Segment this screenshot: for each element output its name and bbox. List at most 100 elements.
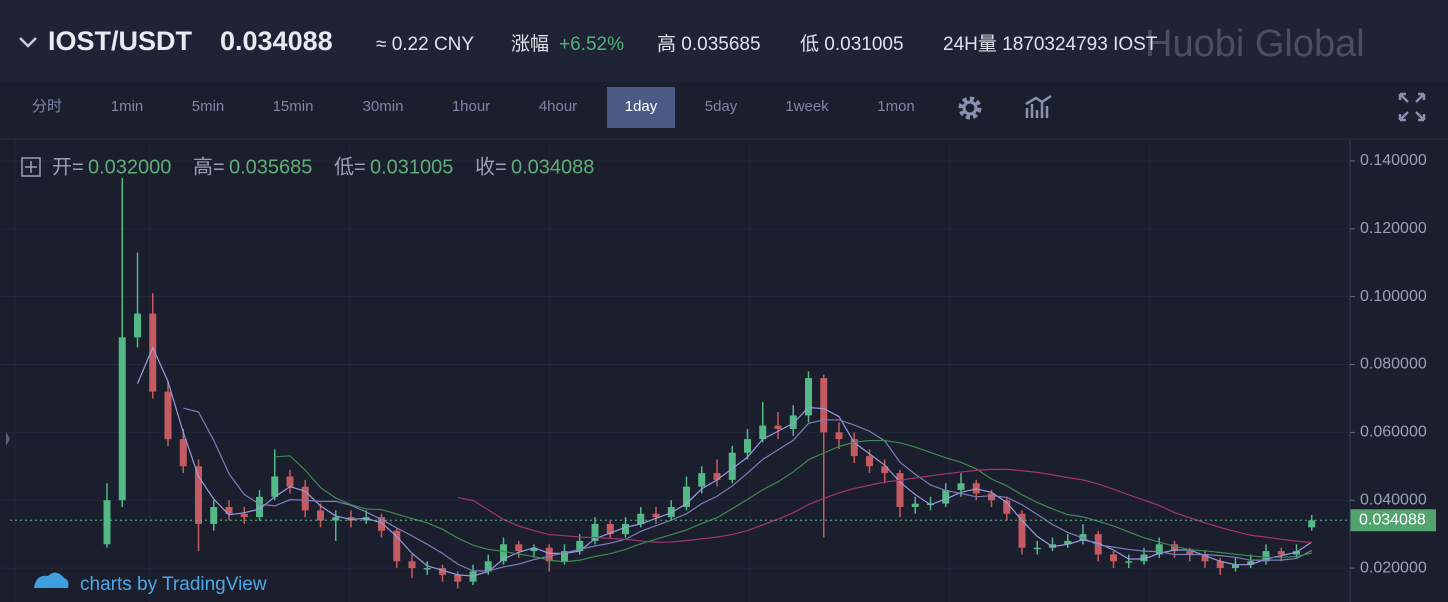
- y-tick-label: 0.140000: [1360, 152, 1427, 169]
- moving-average: [136, 346, 1313, 577]
- candle-body: [500, 544, 507, 562]
- candle-body: [591, 523, 599, 541]
- candle-body: [1125, 561, 1133, 563]
- indicators-icon[interactable]: [1025, 94, 1052, 118]
- candle-body: [134, 313, 141, 338]
- tradingview-logo[interactable]: [34, 572, 69, 588]
- chevron[interactable]: [19, 37, 37, 48]
- y-tick-label: 0.040000: [1360, 491, 1427, 508]
- candle-body: [256, 496, 263, 518]
- candle-body: [545, 547, 553, 562]
- moving-average: [274, 439, 1312, 563]
- high: 高 0.035685: [657, 33, 761, 55]
- candle-body: [103, 500, 111, 545]
- candle-body: [606, 523, 614, 535]
- candle-body: [408, 561, 416, 569]
- candle-body: [744, 439, 751, 453]
- candle-body: [713, 473, 721, 480]
- candle-body: [1033, 547, 1041, 550]
- last-price-label: 0.034088: [1359, 511, 1426, 528]
- candle-body: [454, 574, 462, 582]
- candle-body: [179, 439, 187, 467]
- candle-body: [1171, 544, 1178, 552]
- last-price-badge: [1350, 509, 1436, 532]
- gear[interactable]: [958, 96, 982, 120]
- candle-body: [576, 540, 584, 552]
- candle-body: [301, 486, 309, 511]
- candle-body: [393, 530, 401, 562]
- interval-button[interactable]: 1mon: [877, 98, 915, 115]
- candle-body: [942, 490, 950, 504]
- candle-body: [378, 517, 385, 531]
- cny: ≈ 0.22 CNY: [376, 34, 474, 55]
- candle-body: [317, 510, 324, 521]
- gear-center[interactable]: [962, 100, 978, 116]
- candle-body: [423, 568, 431, 570]
- candle-body: [225, 507, 233, 514]
- candle-body: [1003, 500, 1011, 514]
- fullscreen-icon[interactable]: [1398, 92, 1426, 122]
- y-tick-label: 0.080000: [1360, 356, 1427, 373]
- candle-body: [1247, 561, 1255, 565]
- low: 低 0.031005: [800, 33, 904, 55]
- candle-body: [683, 486, 690, 508]
- candle-body: [149, 313, 157, 392]
- candle-body: [271, 476, 279, 497]
- moving-average: [457, 468, 1312, 544]
- candle-body: [1110, 554, 1117, 562]
- interval-button[interactable]: 5day: [705, 98, 738, 115]
- interval-button[interactable]: 5min: [192, 98, 225, 115]
- candle-body: [286, 476, 294, 487]
- candle-body: [1155, 544, 1163, 555]
- legend-toggle-plus[interactable]: [25, 161, 37, 173]
- candle-body: [698, 473, 706, 487]
- candle-body: [896, 473, 904, 508]
- candle-body: [820, 378, 828, 433]
- candle-body: [1262, 551, 1270, 562]
- candle-body: [652, 513, 660, 518]
- candle-body: [835, 432, 843, 440]
- interval-button[interactable]: 分时: [32, 98, 62, 115]
- candle-body: [1201, 554, 1209, 562]
- legend-value: 0.032000: [88, 156, 171, 178]
- toolbar-bar: [0, 82, 1448, 138]
- interval-button[interactable]: 1day: [625, 98, 658, 115]
- side-handle[interactable]: [6, 432, 10, 446]
- candle-body: [240, 513, 248, 518]
- candle-body: [210, 507, 218, 524]
- active-interval-bg[interactable]: [607, 87, 675, 128]
- pair[interactable]: IOST/USDT: [48, 26, 193, 56]
- toolbar: 分时 1min 5min 15min 30min 1hour 4hour 1day 5day 1w…: [32, 87, 915, 128]
- legend-label: 收=: [475, 155, 507, 178]
- legend-value: 0.035685: [229, 156, 312, 178]
- candle-body: [1277, 551, 1285, 555]
- settings-icon[interactable]: [958, 96, 982, 120]
- interval-button[interactable]: 4hour: [539, 98, 577, 115]
- candle-body: [1140, 554, 1148, 562]
- plot: 0.034088: [10, 177, 1436, 589]
- candle-body: [622, 523, 629, 535]
- candle-body: [195, 466, 202, 524]
- candle-body: [728, 452, 736, 480]
- volume: 24H量 1870324793 IOST: [943, 34, 1158, 55]
- candle-body: [805, 378, 812, 416]
- legend-toggle[interactable]: [21, 157, 41, 177]
- interval-button[interactable]: 1hour: [452, 98, 490, 115]
- legend: 开= 0.032000 高= 0.035685 低= 0.031005 收= 0.034088: [52, 155, 594, 178]
- change-label: 涨幅: [511, 33, 549, 55]
- interval-button[interactable]: 15min: [273, 98, 314, 115]
- y-tick-label: 0.100000: [1360, 288, 1427, 305]
- candle-body: [1186, 551, 1194, 555]
- legend-value: 0.031005: [370, 156, 453, 178]
- y-tick-label: 0.020000: [1360, 559, 1427, 576]
- candle-body: [1064, 540, 1072, 545]
- interval-button[interactable]: 1week: [785, 98, 829, 115]
- candle-body: [561, 551, 568, 562]
- candle-body: [637, 513, 645, 524]
- attribution[interactable]: charts by TradingView: [80, 574, 267, 595]
- interval-button[interactable]: 1min: [111, 98, 144, 115]
- interval-button[interactable]: 30min: [363, 98, 404, 115]
- y-tick-label: 0.060000: [1360, 424, 1427, 441]
- change: +6.52%: [559, 34, 624, 55]
